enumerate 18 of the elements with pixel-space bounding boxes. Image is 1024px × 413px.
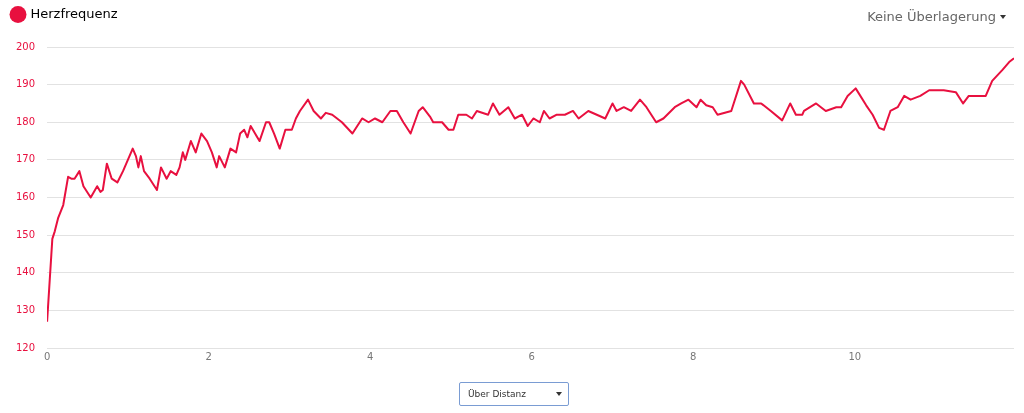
legend-label: Herzfrequenz — [30, 5, 118, 21]
y-tick-label: 160 — [15, 191, 36, 203]
y-tick-label: 120 — [15, 341, 36, 353]
x-tick-label: 10 — [848, 350, 862, 362]
x-tick-label: 8 — [690, 350, 697, 362]
x-tick-label: 4 — [367, 350, 374, 362]
text: Keine Überlagerung — [867, 9, 996, 24]
y-tick-label: 170 — [15, 153, 36, 165]
y-tick-label: 200 — [15, 40, 36, 52]
y-tick-label: 130 — [15, 303, 36, 315]
x-tick-label: 0 — [43, 350, 51, 362]
y-tick-label: 180 — [15, 115, 36, 127]
x-tick-label: 2 — [205, 350, 212, 362]
text: Über Distanz — [468, 389, 526, 399]
y-tick-label: 150 — [15, 228, 36, 240]
y-tick-label: 140 — [15, 266, 36, 278]
x-tick-label: 6 — [528, 350, 535, 362]
y-tick-label: 190 — [15, 78, 36, 90]
